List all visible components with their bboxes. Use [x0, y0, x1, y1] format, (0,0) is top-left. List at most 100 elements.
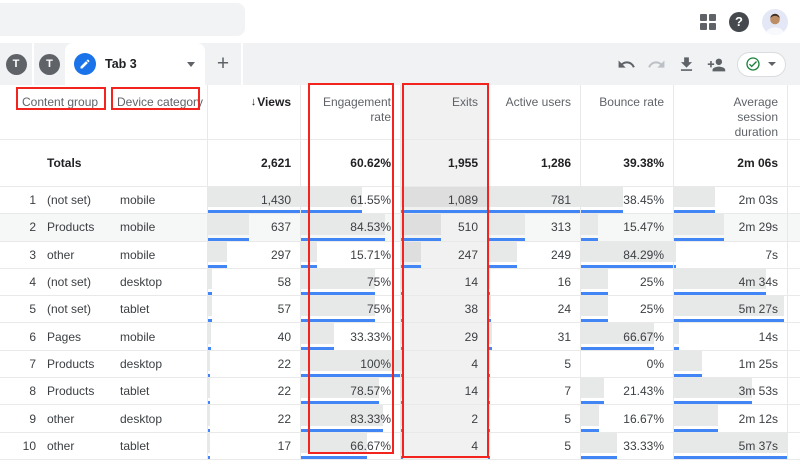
table-row[interactable]: 1 (not set) mobile 1,430 61.55% 1,089 781 38.45…: [0, 187, 800, 215]
column-header-label: Engagement rate: [322, 95, 391, 124]
cell-views: 40: [207, 323, 300, 350]
column-header-content-group[interactable]: Content group: [22, 95, 99, 109]
table-right-gutter: [787, 378, 800, 405]
table-row[interactable]: 4 (not set) desktop 58 75% 14 16 25% 4m 34s: [0, 268, 800, 297]
column-header-active-users[interactable]: Active users: [487, 85, 580, 139]
table-row[interactable]: 5 (not set) tablet 57 75% 38 24 25% 5m 27s: [0, 296, 800, 324]
cell-device-category: mobile: [113, 214, 207, 241]
cell-bar-indicator: [488, 292, 490, 296]
add-tab-button[interactable]: +: [205, 43, 243, 85]
row-number: 6: [29, 329, 36, 344]
column-header-exits[interactable]: Exits: [400, 85, 487, 139]
cell-value: 5m 27s: [738, 302, 778, 317]
undo-icon[interactable]: [617, 55, 636, 74]
active-tab-label: Tab 3: [105, 57, 137, 71]
cell-value: 0%: [646, 356, 664, 371]
cell-views: 17: [207, 432, 300, 459]
cell-value: 1m 25s: [738, 356, 778, 371]
cell-exits: 29: [400, 323, 487, 350]
cell-avg-session-duration: 14s: [673, 323, 787, 350]
column-header-label: Active users: [505, 95, 571, 109]
cell-bar: [488, 268, 490, 290]
cell-bounce-rate: 0%: [580, 350, 673, 378]
cell-views: 57: [207, 296, 300, 323]
download-icon[interactable]: [677, 55, 696, 74]
cell-views: 22: [207, 378, 300, 405]
column-header-device-category[interactable]: Device category: [117, 95, 204, 109]
cell-views: 1,430: [207, 187, 300, 214]
column-header-views[interactable]: ↓ Views: [207, 85, 300, 139]
column-header-bounce-rate[interactable]: Bounce rate: [580, 85, 673, 139]
cell-bar-indicator: [674, 237, 724, 241]
cell-bar: [208, 187, 300, 208]
tab-1[interactable]: T: [0, 43, 34, 85]
cell-bar-indicator: [488, 428, 490, 432]
cell-engagement-rate: 61.55%: [300, 187, 400, 214]
cell-bar-indicator: [208, 346, 211, 350]
dimension-headers: Content group Device category: [0, 85, 207, 139]
column-header-engagement-rate[interactable]: Engagement rate: [300, 85, 400, 139]
google-apps-icon[interactable]: [700, 13, 716, 30]
table-row[interactable]: 7 Products desktop 22 100% 4 5 0% 1m 25s: [0, 350, 800, 379]
cell-engagement-rate: 66.67%: [300, 432, 400, 459]
cell-bounce-rate: 21.43%: [580, 378, 673, 405]
column-header-avg-session-duration[interactable]: Average session duration: [673, 85, 787, 139]
cell-bar-indicator: [488, 401, 490, 405]
table-body: 1 (not set) mobile 1,430 61.55% 1,089 781 38.45…: [0, 187, 800, 460]
add-user-icon[interactable]: [707, 55, 726, 74]
cell-bar: [401, 214, 442, 235]
table-row[interactable]: 2 Products mobile 637 84.53% 510 313 15.47% 2m 2…: [0, 214, 800, 242]
cell-bounce-rate: 33.33%: [580, 432, 673, 459]
cell-bar: [301, 323, 334, 344]
row-number: 5: [29, 302, 36, 317]
cell-content-group: Products: [44, 214, 113, 241]
cell-content-group: (not set): [47, 275, 92, 290]
cell-value: 2: [471, 411, 478, 426]
cell-active-users: 7: [487, 378, 580, 405]
cell-bar: [581, 323, 654, 344]
cell-bar: [581, 432, 618, 453]
cell-bar: [488, 214, 525, 235]
cell-bar-indicator: [581, 264, 673, 268]
cell-views: 297: [207, 241, 300, 268]
cell-exits: 4: [400, 432, 487, 459]
cell-bar-indicator: [401, 455, 403, 459]
table-row[interactable]: 9 other desktop 22 83.33% 2 5 16.67% 2m 12s: [0, 405, 800, 433]
table-row[interactable]: 3 other mobile 297 15.71% 247 249 84.29% 7s: [0, 241, 800, 269]
cell-bar: [208, 323, 211, 344]
table-row[interactable]: 8 Products tablet 22 78.57% 14 7 21.43% 3m 53s: [0, 378, 800, 406]
cell-device-category: desktop: [120, 275, 163, 290]
table-row[interactable]: 10 other tablet 17 66.67% 4 5 33.33% 5m 37s: [0, 432, 800, 460]
tab-3-active[interactable]: Tab 3: [65, 43, 205, 85]
cell-bar: [301, 296, 376, 317]
tab-2[interactable]: T: [34, 43, 65, 85]
cell-bar: [674, 378, 753, 399]
chevron-down-icon[interactable]: [187, 61, 195, 67]
cell-bounce-rate: 25%: [580, 268, 673, 296]
cell-value: 5: [564, 438, 571, 453]
cell-exits: 247: [400, 241, 487, 268]
redo-icon[interactable]: [647, 55, 666, 74]
cell-engagement-rate: 75%: [300, 268, 400, 296]
search-bar[interactable]: [0, 3, 245, 36]
cell-bounce-rate: 38.45%: [580, 187, 673, 214]
cell-bar-indicator: [401, 292, 403, 296]
cell-device-category: tablet: [120, 438, 150, 453]
totals-value: 1,955: [447, 156, 478, 170]
cell-content-group: other: [47, 247, 75, 262]
table-right-gutter: [787, 296, 800, 323]
cell-views: 22: [207, 350, 300, 378]
cell-value: 84.29%: [623, 247, 664, 262]
cell-value: 58: [277, 275, 291, 290]
cell-bar: [301, 268, 376, 290]
avatar[interactable]: [762, 8, 788, 35]
cell-value: 84.53%: [350, 220, 391, 235]
data-quality-badge[interactable]: [737, 51, 786, 77]
cell-bar: [401, 432, 403, 453]
cell-avg-session-duration: 5m 27s: [673, 296, 787, 323]
help-icon[interactable]: ?: [729, 11, 749, 32]
cell-avg-session-duration: 2m 29s: [673, 214, 787, 241]
cell-bar-indicator: [401, 210, 487, 214]
cell-value: 75%: [366, 275, 391, 290]
table-row[interactable]: 6 Pages mobile 40 33.33% 29 31 66.67% 14s: [0, 323, 800, 351]
